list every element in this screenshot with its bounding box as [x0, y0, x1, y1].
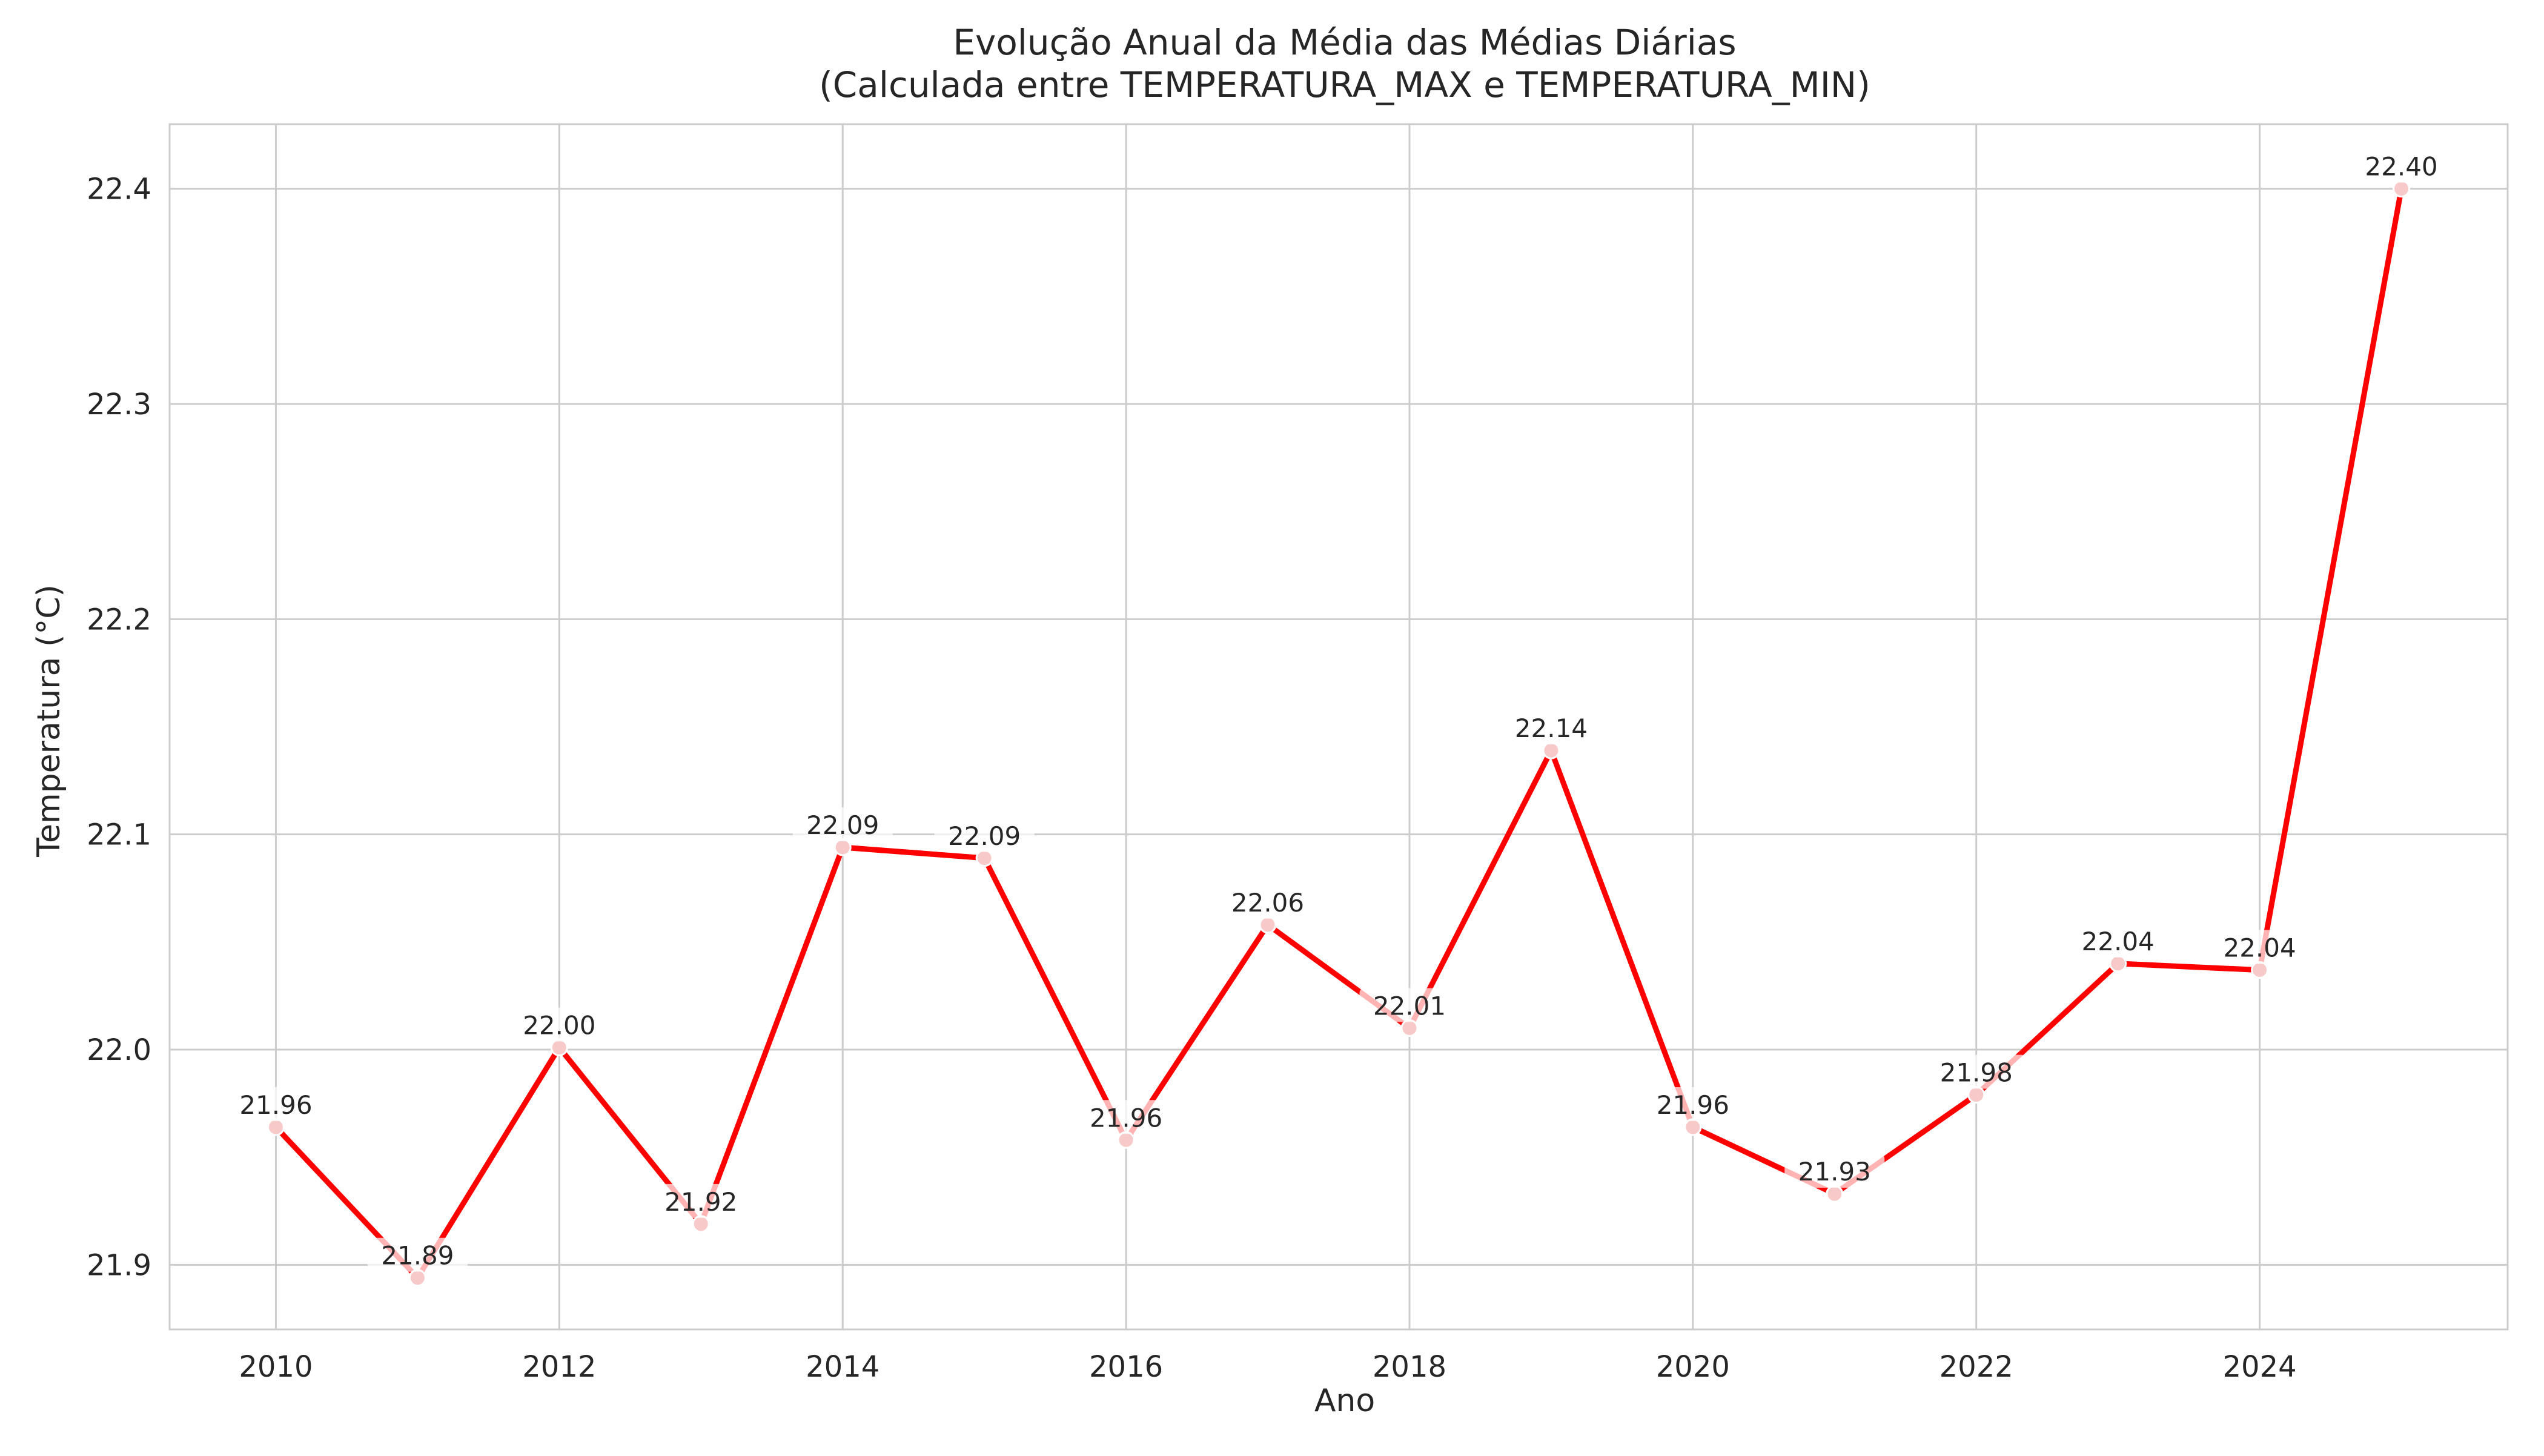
data-label-box — [1076, 1100, 1176, 1134]
data-label: 22.40 — [2351, 148, 2452, 183]
x-tick-label: 2018 — [1373, 1350, 1446, 1384]
data-label-text: 21.89 — [381, 1241, 454, 1271]
chart-subtitle: (Calculada entre TEMPERATURA_MAX e TEMPE… — [819, 64, 1870, 105]
axis-ticks: 2010 2012 2014 2016 2018 2020 2022 2024 21.9 22.0… — [87, 173, 2297, 1384]
y-tick-label: 21.9 — [87, 1248, 151, 1282]
data-label: 22.04 — [2210, 930, 2310, 964]
data-label: 21.93 — [1784, 1154, 1885, 1188]
y-tick-label: 22.1 — [87, 818, 151, 852]
data-label-box — [1501, 710, 1602, 745]
data-point — [1117, 1131, 1135, 1149]
data-point — [1542, 741, 1560, 759]
data-label: 22.04 — [2068, 923, 2168, 958]
data-label-box — [2068, 923, 2168, 958]
data-point — [692, 1215, 710, 1233]
data-label-box — [651, 1183, 751, 1218]
data-label: 21.92 — [651, 1183, 751, 1218]
data-label-text: 22.00 — [523, 1010, 595, 1040]
x-tick-label: 2016 — [1089, 1350, 1163, 1384]
data-label: 21.89 — [367, 1237, 468, 1272]
data-label: 22.06 — [1217, 884, 1318, 919]
data-point — [1967, 1086, 1986, 1104]
data-label: 21.96 — [225, 1087, 326, 1121]
data-label: 22.00 — [509, 1007, 609, 1042]
x-tick-label: 2024 — [2223, 1350, 2297, 1384]
y-tick-label: 22.0 — [87, 1033, 151, 1067]
data-label-box — [934, 818, 1035, 852]
data-label: 22.14 — [1501, 710, 1602, 745]
x-tick-label: 2012 — [522, 1350, 596, 1384]
y-axis-label: Temperatura (°C) — [31, 584, 67, 858]
data-point — [1826, 1185, 1844, 1203]
data-label-box — [2210, 930, 2310, 964]
data-label-box — [1784, 1154, 1885, 1188]
data-label-text: 21.96 — [239, 1090, 312, 1120]
x-tick-label: 2022 — [1939, 1350, 2013, 1384]
data-label-box — [2351, 148, 2452, 183]
data-label-box — [225, 1087, 326, 1121]
data-label-text: 21.96 — [1090, 1103, 1162, 1133]
data-point — [267, 1118, 285, 1136]
data-label-box — [367, 1237, 468, 1272]
data-label-text: 22.14 — [1515, 713, 1588, 743]
data-point — [1400, 1019, 1419, 1037]
data-point — [2109, 955, 2127, 973]
data-point — [1684, 1118, 1702, 1136]
data-label-text: 21.98 — [1940, 1058, 2013, 1088]
data-label-text: 22.40 — [2365, 152, 2437, 182]
data-label: 22.09 — [934, 818, 1035, 852]
data-label-text: 21.93 — [1798, 1157, 1871, 1186]
data-point — [975, 849, 993, 867]
data-label-box — [1926, 1054, 2027, 1089]
data-label-box — [1643, 1087, 1743, 1121]
data-label-text: 22.04 — [2082, 927, 2155, 956]
data-label-box — [509, 1007, 609, 1042]
data-point — [1259, 916, 1277, 934]
data-label-text: 22.09 — [806, 810, 879, 840]
data-point — [408, 1269, 426, 1287]
data-label: 22.01 — [1359, 988, 1460, 1022]
data-label: 21.96 — [1076, 1100, 1176, 1134]
data-label-text: 21.96 — [1657, 1090, 1729, 1120]
x-tick-label: 2020 — [1656, 1350, 1730, 1384]
data-label: 21.96 — [1643, 1087, 1743, 1121]
data-label-text: 22.06 — [1231, 888, 1304, 918]
y-tick-label: 22.2 — [87, 603, 151, 637]
series-temperature — [267, 180, 2411, 1287]
data-label-box — [1217, 884, 1318, 919]
data-label-text: 22.01 — [1373, 991, 1446, 1021]
data-label: 21.98 — [1926, 1054, 2027, 1089]
data-label: 22.09 — [792, 807, 893, 841]
plot-frame — [168, 123, 2509, 1331]
data-point — [550, 1038, 568, 1056]
data-label-box — [1359, 988, 1460, 1022]
x-tick-label: 2014 — [806, 1350, 879, 1384]
data-labels: 21.96 21.89 22.00 21.92 22.09 22.09 21.96 22.06… — [225, 148, 2452, 1272]
y-tick-label: 22.4 — [87, 173, 151, 207]
chart-title: Evolução Anual da Média das Médias Diári… — [953, 22, 1736, 63]
data-label-text: 22.04 — [2223, 933, 2296, 963]
y-tick-label: 22.3 — [87, 388, 151, 422]
grid — [170, 124, 2508, 1329]
data-point — [833, 838, 852, 856]
x-tick-label: 2010 — [239, 1350, 313, 1384]
data-label-box — [792, 807, 893, 841]
x-axis-label: Ano — [1314, 1383, 1375, 1419]
data-point — [2251, 961, 2269, 979]
data-label-text: 21.92 — [664, 1187, 737, 1217]
data-point — [2393, 180, 2411, 198]
series-line — [273, 186, 2404, 1281]
data-label-text: 22.09 — [948, 821, 1021, 851]
